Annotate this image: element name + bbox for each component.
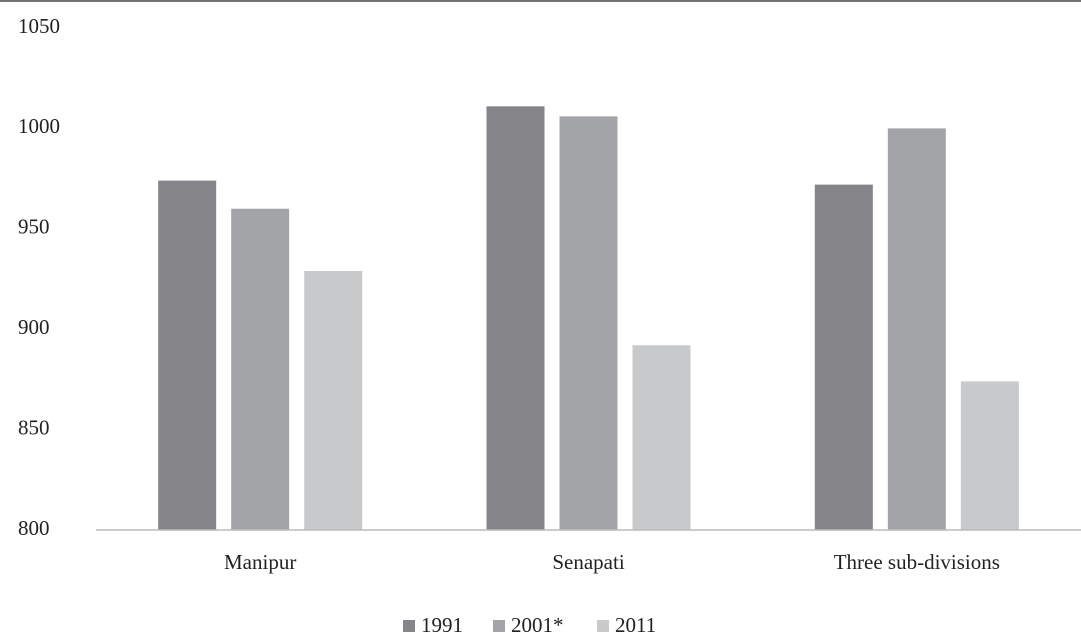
legend-swatch — [403, 620, 415, 632]
x-tick-label: Manipur — [224, 550, 296, 574]
y-tick-label: 950 — [18, 215, 50, 239]
bar — [887, 128, 946, 530]
y-tick-label: 850 — [18, 415, 50, 439]
x-tick-label: Three sub-divisions — [834, 550, 1000, 574]
y-tick-label: 800 — [18, 516, 50, 540]
legend-label: 1991 — [421, 613, 463, 636]
bar — [486, 106, 545, 530]
bar — [960, 381, 1019, 530]
bar — [231, 208, 290, 530]
legend-label: 2011 — [615, 613, 656, 636]
legend-swatch — [597, 620, 609, 632]
bar — [632, 345, 691, 530]
legend-swatch — [493, 620, 505, 632]
legend-label: 2001* — [511, 613, 564, 636]
bar — [559, 116, 618, 531]
bar — [158, 180, 217, 530]
y-tick-label: 900 — [18, 315, 50, 339]
x-tick-label: Senapati — [552, 550, 624, 574]
y-tick-label: 1000 — [18, 114, 60, 138]
bar — [304, 270, 363, 530]
y-tick-label: 1050 — [18, 14, 60, 38]
bar — [814, 184, 873, 530]
